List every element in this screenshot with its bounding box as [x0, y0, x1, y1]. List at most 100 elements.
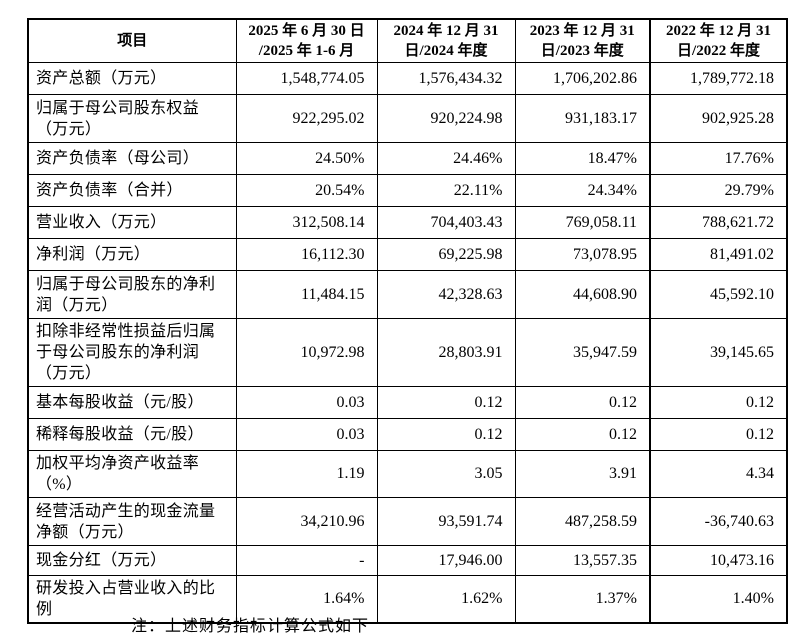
value-cell: 24.34%: [514, 174, 651, 207]
header-period-line1: 2023 年 12 月 31: [529, 23, 635, 39]
table-row: 营业收入（万元） 312,508.14 704,403.43 769,058.11 78…: [27, 206, 788, 239]
value-cell: 17,946.00: [376, 545, 516, 576]
row-label: 加权平均净资产收益率（%）: [27, 450, 237, 498]
value-cell: 1,706,202.86: [514, 62, 651, 95]
value-cell: 17.76%: [649, 142, 788, 175]
table-row: 归属于母公司股东权益（万元） 922,295.02 920,224.98 931,18…: [27, 94, 788, 143]
value-cell: 769,058.11: [514, 206, 651, 239]
header-item-column: 项目: [27, 18, 237, 63]
value-cell: 902,925.28: [649, 94, 788, 143]
table-row: 资产负债率（母公司） 24.50% 24.46% 18.47% 17.76%: [27, 142, 788, 175]
value-cell: 0.12: [649, 418, 788, 451]
row-label: 扣除非经常性损益后归属于母公司股东的净利润（万元）: [27, 318, 237, 387]
value-cell: 20.54%: [235, 174, 378, 207]
row-label: 营业收入（万元）: [27, 206, 237, 239]
value-cell: 35,947.59: [514, 318, 651, 387]
value-cell: 487,258.59: [514, 497, 651, 546]
value-cell: 24.46%: [376, 142, 516, 175]
value-cell: 3.05: [376, 450, 516, 498]
row-label: 资产负债率（母公司）: [27, 142, 237, 175]
value-cell: 13,557.35: [514, 545, 651, 576]
value-cell: 0.12: [376, 386, 516, 419]
value-cell: 44,608.90: [514, 270, 651, 319]
row-label: 归属于母公司股东的净利润（万元）: [27, 270, 237, 319]
value-cell: 0.12: [514, 418, 651, 451]
table-row: 资产总额（万元） 1,548,774.05 1,576,434.32 1,706,20…: [27, 62, 788, 95]
value-cell: 1.37%: [514, 575, 651, 624]
row-label: 净利润（万元）: [27, 238, 237, 271]
value-cell: 29.79%: [649, 174, 788, 207]
header-period-line1: 2022 年 12 月 31: [665, 23, 771, 39]
header-period-line2: 日/2023 年度: [540, 43, 624, 59]
header-period-line1: 2024 年 12 月 31: [393, 23, 499, 39]
value-cell: 1.40%: [649, 575, 788, 624]
value-cell: 0.12: [376, 418, 516, 451]
value-cell: 1,576,434.32: [376, 62, 516, 95]
table-row: 经营活动产生的现金流量净额（万元） 34,210.96 93,591.74 487,2…: [27, 497, 788, 546]
value-cell: 931,183.17: [514, 94, 651, 143]
row-label: 稀释每股收益（元/股）: [27, 418, 237, 451]
value-cell: 81,491.02: [649, 238, 788, 271]
value-cell: 11,484.15: [235, 270, 378, 319]
value-cell: 1.19: [235, 450, 378, 498]
table-row: 基本每股收益（元/股） 0.03 0.12 0.12 0.12: [27, 386, 788, 419]
row-label: 现金分红（万元）: [27, 545, 237, 576]
row-label: 基本每股收益（元/股）: [27, 386, 237, 419]
value-cell: 93,591.74: [376, 497, 516, 546]
value-cell: 0.12: [514, 386, 651, 419]
value-cell: 312,508.14: [235, 206, 378, 239]
value-cell: 1,789,772.18: [649, 62, 788, 95]
header-period-column: 2022 年 12 月 31 日/2022 年度: [649, 18, 788, 63]
row-label: 资产负债率（合并）: [27, 174, 237, 207]
row-label: 经营活动产生的现金流量净额（万元）: [27, 497, 237, 546]
header-period-line2: 日/2024 年度: [404, 43, 488, 59]
value-cell: 10,972.98: [235, 318, 378, 387]
value-cell: 922,295.02: [235, 94, 378, 143]
table-header-row: 项目 2025 年 6 月 30 日/2025 年 1-6 月 2024 年 12…: [27, 18, 788, 63]
value-cell: 0.12: [649, 386, 788, 419]
value-cell: 1.64%: [235, 575, 378, 624]
header-period-column: 2023 年 12 月 31 日/2023 年度: [514, 18, 651, 63]
value-cell: 42,328.63: [376, 270, 516, 319]
value-cell: 39,145.65: [649, 318, 788, 387]
row-label: 归属于母公司股东权益（万元）: [27, 94, 237, 143]
table-footnote: 注：上述财务指标计算公式如下: [131, 618, 370, 635]
financial-indicators-table: 项目 2025 年 6 月 30 日/2025 年 1-6 月 2024 年 12…: [27, 18, 788, 624]
value-cell: 788,621.72: [649, 206, 788, 239]
value-cell: 704,403.43: [376, 206, 516, 239]
value-cell: 34,210.96: [235, 497, 378, 546]
header-period-line2: 日/2022 年度: [677, 43, 760, 59]
table-row: 资产负债率（合并） 20.54% 22.11% 24.34% 29.79%: [27, 174, 788, 207]
value-cell: 45,592.10: [649, 270, 788, 319]
value-cell: 10,473.16: [649, 545, 788, 576]
table-row: 净利润（万元） 16,112.30 69,225.98 73,078.95 81,491…: [27, 238, 788, 271]
value-cell: 920,224.98: [376, 94, 516, 143]
header-period-column: 2024 年 12 月 31 日/2024 年度: [376, 18, 516, 63]
value-cell: 3.91: [514, 450, 651, 498]
value-cell: 0.03: [235, 386, 378, 419]
table-row: 扣除非经常性损益后归属于母公司股东的净利润（万元） 10,972.98 28,803…: [27, 318, 788, 387]
value-cell: 16,112.30: [235, 238, 378, 271]
value-cell: 0.03: [235, 418, 378, 451]
value-cell: 1,548,774.05: [235, 62, 378, 95]
table-row: 稀释每股收益（元/股） 0.03 0.12 0.12 0.12: [27, 418, 788, 451]
value-cell: 28,803.91: [376, 318, 516, 387]
value-cell: 4.34: [649, 450, 788, 498]
row-label: 资产总额（万元）: [27, 62, 237, 95]
value-cell: 22.11%: [376, 174, 516, 207]
table-row: 研发投入占营业收入的比例 1.64% 1.62% 1.37% 1.40%: [27, 575, 788, 624]
value-cell: 73,078.95: [514, 238, 651, 271]
value-cell: 1.62%: [376, 575, 516, 624]
value-cell: -: [235, 545, 378, 576]
header-period-column: 2025 年 6 月 30 日/2025 年 1-6 月: [235, 18, 378, 63]
header-period-line2: /2025 年 1-6 月: [258, 43, 355, 59]
value-cell: -36,740.63: [649, 497, 788, 546]
table-row: 现金分红（万元） -17,946.00 13,557.35 10,473.16: [27, 545, 788, 576]
row-label: 研发投入占营业收入的比例: [27, 575, 237, 624]
value-cell: 18.47%: [514, 142, 651, 175]
table-row: 加权平均净资产收益率（%） 1.19 3.05 3.91 4.34: [27, 450, 788, 498]
table-row: 归属于母公司股东的净利润（万元） 11,484.15 42,328.63 44,608…: [27, 270, 788, 319]
value-cell: 69,225.98: [376, 238, 516, 271]
value-cell: 24.50%: [235, 142, 378, 175]
header-period-line1: 2025 年 6 月 30 日: [248, 23, 365, 39]
